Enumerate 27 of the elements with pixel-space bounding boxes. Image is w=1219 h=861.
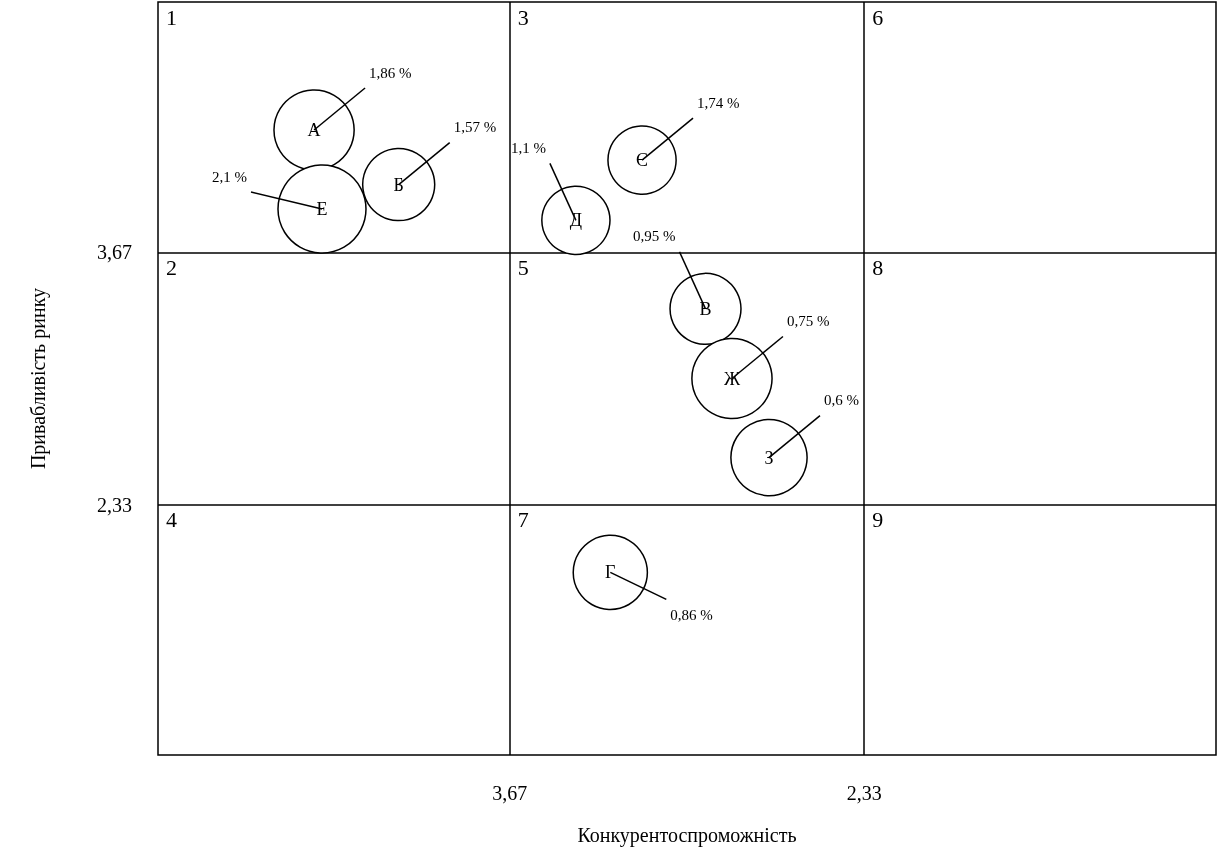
annotation: 1,1 %: [510, 139, 546, 156]
annotation: 7: [517, 507, 529, 533]
annotation: 5: [517, 254, 529, 280]
annotation: 2: [166, 254, 177, 280]
y-axis-title: Привабливість ринку: [27, 287, 50, 470]
annotation: 1: [166, 4, 177, 30]
annotation: 2,1 %: [211, 168, 247, 185]
series-label: В: [699, 298, 712, 319]
annotation: 1,57 %: [453, 119, 497, 136]
series-label: Д: [569, 210, 583, 231]
annotation: 8: [872, 254, 884, 280]
series-label: Г: [605, 562, 616, 583]
annotation: 0,6 %: [823, 392, 859, 409]
annotation: 6: [872, 4, 884, 30]
annotation: 9: [872, 507, 884, 533]
annotation: 1,86 %: [369, 64, 412, 81]
annotation: 3: [517, 4, 529, 30]
x-axis-title: Конкурентоспроможність: [577, 824, 797, 847]
series-label: Б: [393, 174, 404, 195]
series-label: Є: [636, 150, 649, 171]
series-label: Ж: [723, 368, 741, 389]
annotation: 0,95 %: [633, 228, 676, 245]
annotation: 4: [166, 507, 177, 533]
annotation: 0,86 %: [670, 606, 713, 623]
annotation: 0,75 %: [786, 313, 830, 329]
annotation: 1,74 %: [697, 94, 740, 111]
series-label: А: [307, 120, 321, 141]
